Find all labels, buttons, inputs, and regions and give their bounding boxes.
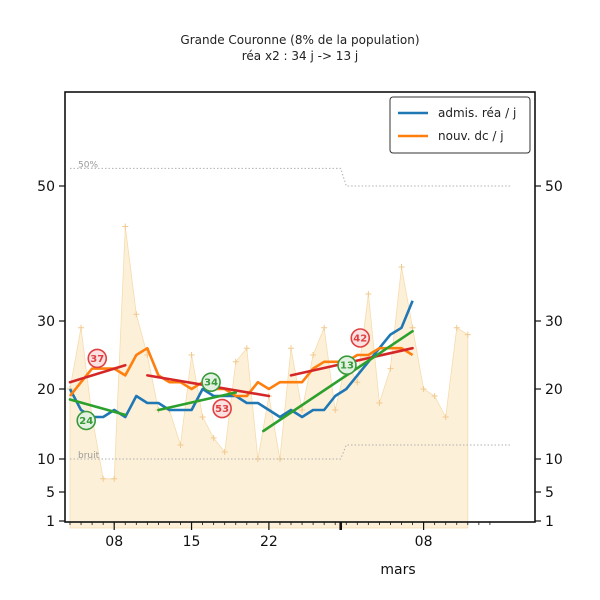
y-tick-label-left: 1	[46, 514, 55, 530]
legend-label-dc: nouv. dc / j	[438, 129, 504, 143]
y-tick-label-left: 20	[37, 382, 55, 398]
x-tick-label: 08	[415, 534, 433, 550]
series-layer	[68, 300, 414, 419]
annotation-badge	[87, 348, 108, 369]
raw-daily-marker	[210, 435, 217, 441]
y-tick-label-right: 1	[545, 514, 554, 530]
x-tick-label: 15	[183, 534, 201, 550]
chart-title: Grande Couronne (8% de la population)	[180, 33, 419, 47]
x-month-label: mars	[380, 562, 415, 578]
raw-daily-marker	[332, 407, 339, 413]
series-line	[68, 346, 414, 398]
x-tick-label: 08	[105, 534, 123, 550]
reference-line-label: bruit	[78, 451, 100, 461]
annotation-badge-label: 53	[215, 404, 229, 415]
raw-area-layer	[67, 223, 471, 529]
annotation-badge	[201, 372, 221, 393]
raw-daily-marker	[453, 324, 460, 331]
legend-box	[389, 96, 531, 154]
raw-daily-marker	[398, 264, 405, 270]
annotation-badge-label: 24	[79, 416, 93, 427]
raw-daily-marker	[365, 291, 372, 297]
trend-layer	[68, 329, 414, 433]
annotation-badge-label: 13	[340, 361, 354, 372]
series-line	[68, 300, 414, 419]
raw-daily-marker	[409, 324, 416, 331]
plot-frame	[64, 91, 536, 523]
raw-daily-marker	[321, 324, 328, 331]
annotation-badge-label: 42	[353, 334, 367, 345]
y-tick-label-right: 30	[545, 314, 563, 330]
y-tick-label-right: 20	[545, 382, 563, 398]
raw-daily-marker	[431, 393, 438, 399]
trend-line	[68, 363, 127, 384]
raw-daily-marker	[122, 223, 129, 230]
y-tick-label-right: 5	[545, 485, 554, 501]
raw-daily-marker	[177, 442, 184, 448]
y-tick-label-left: 5	[46, 485, 55, 501]
annotation-badge	[337, 355, 357, 376]
annotation-badge	[350, 328, 371, 348]
raw-daily-marker	[243, 345, 250, 352]
legend-label-admis: admis. réa / j	[438, 106, 516, 120]
raw-daily-marker	[310, 352, 317, 358]
y-tick-label-right: 50	[545, 179, 563, 195]
trend-line	[157, 391, 238, 412]
raw-daily-marker	[420, 386, 427, 392]
raw-daily-marker	[288, 345, 294, 352]
y-tick-label-left: 50	[37, 179, 55, 195]
raw-daily-marker	[100, 475, 107, 482]
trend-line	[262, 329, 414, 433]
annotation-layer: 37 24 34 53 13 42	[76, 328, 371, 431]
raw-daily-marker	[188, 352, 195, 358]
annotation-badge-label: 34	[204, 378, 218, 389]
raw-daily-marker	[387, 365, 394, 372]
raw-daily-area	[69, 226, 469, 529]
raw-daily-marker	[111, 475, 118, 482]
raw-daily-marker	[464, 331, 471, 338]
annotation-badge-label: 37	[90, 354, 104, 365]
y-tick-label-left: 30	[37, 314, 55, 330]
annotation-badge	[76, 410, 97, 431]
raw-daily-marker	[199, 414, 206, 420]
annotation-badge	[212, 398, 232, 419]
x-tick-label: 22	[260, 534, 278, 550]
reference-lines: 50% bruit	[70, 160, 512, 461]
legend: admis. réa / j nouv. dc / j	[389, 96, 531, 154]
trend-line	[68, 398, 127, 417]
reference-line	[70, 444, 512, 460]
y-tick-label-left: 10	[37, 452, 55, 468]
raw-daily-marker	[232, 358, 239, 365]
raw-daily-marker	[221, 449, 228, 455]
chart-subtitle: réa x2 : 34 j -> 13 j	[242, 49, 358, 63]
reference-line-label: 50%	[78, 160, 98, 170]
raw-daily-marker	[376, 400, 383, 406]
raw-daily-marker	[133, 311, 140, 318]
raw-daily-marker	[299, 407, 306, 413]
raw-daily-marker	[354, 379, 361, 386]
raw-daily-marker	[78, 324, 85, 331]
raw-daily-marker	[442, 414, 449, 420]
reference-line	[70, 167, 512, 187]
y-tick-label-right: 10	[545, 452, 563, 468]
